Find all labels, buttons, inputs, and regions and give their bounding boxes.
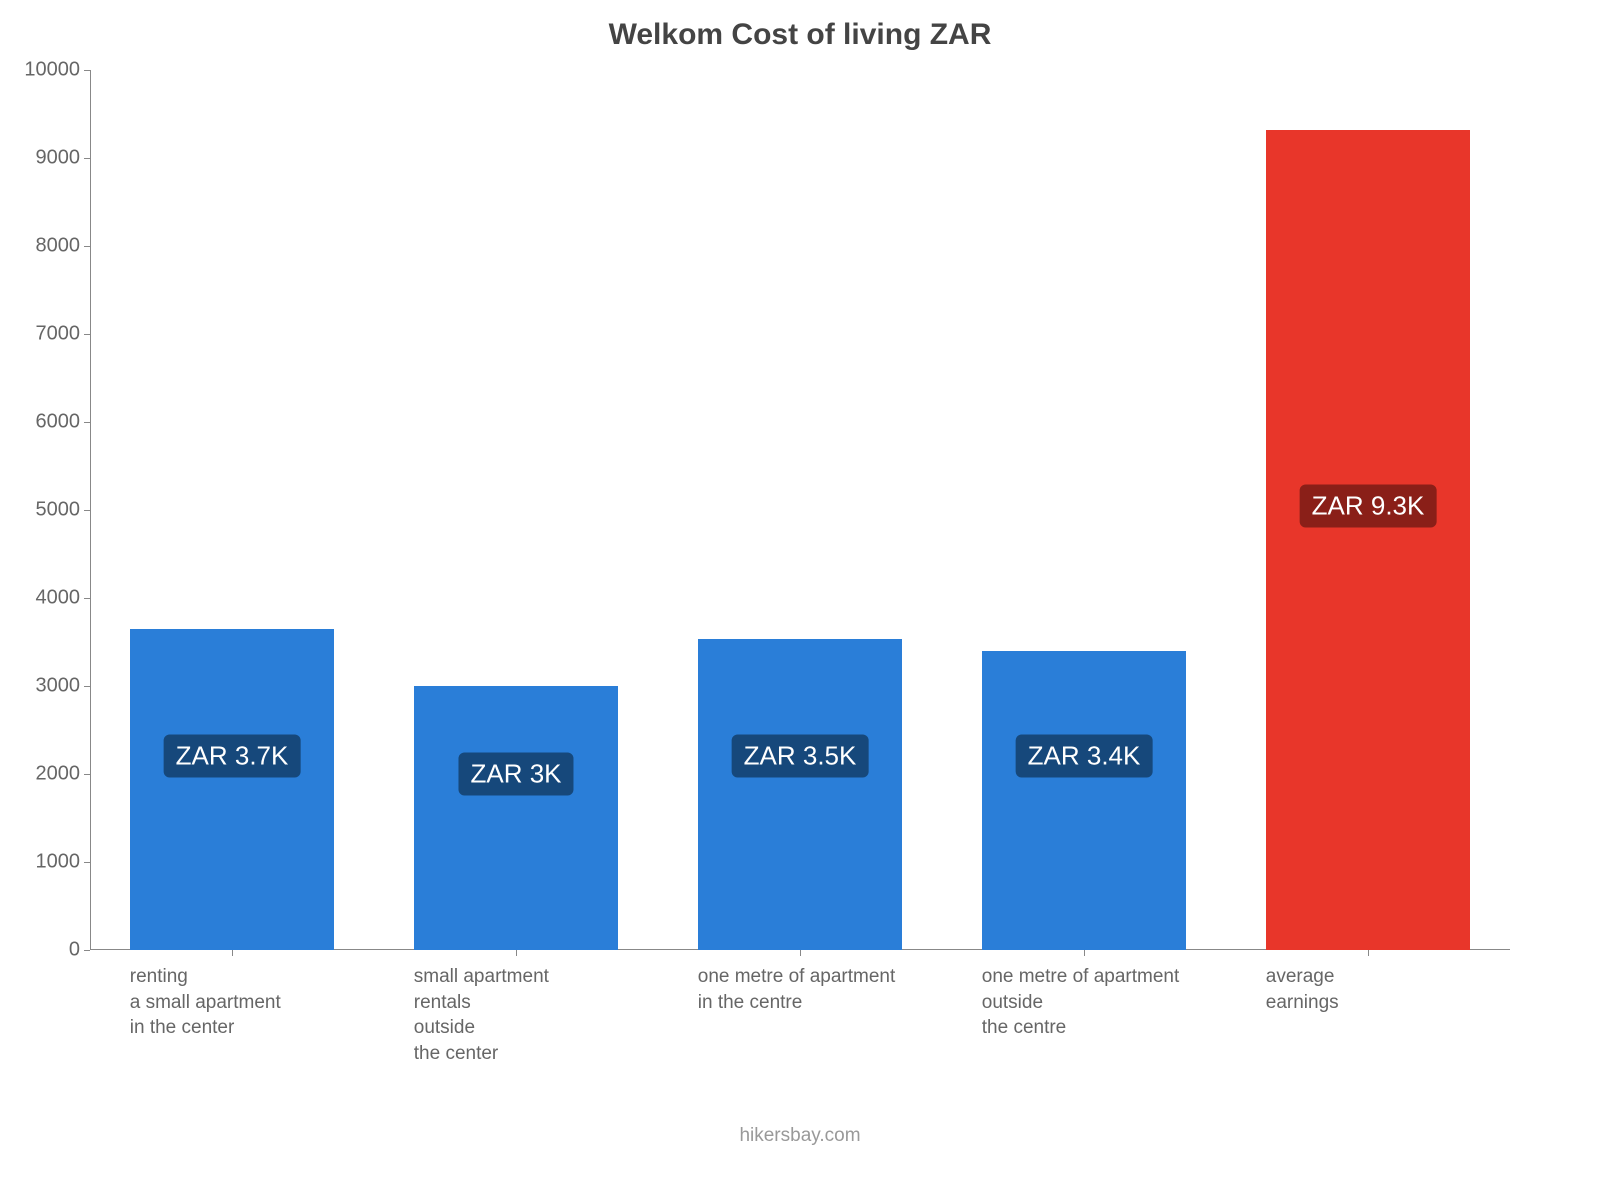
y-tick-label: 6000 — [36, 411, 91, 434]
bar-value-label: ZAR 3K — [458, 753, 573, 796]
bar — [982, 651, 1186, 950]
y-tick-label: 5000 — [36, 499, 91, 522]
y-tick-label: 7000 — [36, 323, 91, 346]
y-tick-label: 2000 — [36, 763, 91, 786]
y-axis-line — [90, 70, 91, 950]
plot-area: 0100020003000400050006000700080009000100… — [90, 70, 1510, 950]
x-tick-label: one metre of apartment outside the centr… — [982, 950, 1246, 1041]
y-tick-label: 0 — [69, 939, 90, 962]
y-tick-label: 3000 — [36, 675, 91, 698]
y-tick-label: 8000 — [36, 235, 91, 258]
y-tick-label: 9000 — [36, 147, 91, 170]
bar — [1266, 130, 1470, 950]
x-tick-label: average earnings — [1266, 950, 1530, 1015]
y-tick-label: 4000 — [36, 587, 91, 610]
bar — [414, 686, 618, 950]
x-tick-label: small apartment rentals outside the cent… — [414, 950, 678, 1067]
y-tick-label: 1000 — [36, 851, 91, 874]
chart-title: Welkom Cost of living ZAR — [0, 18, 1600, 52]
bar-value-label: ZAR 3.5K — [732, 735, 869, 778]
bar-value-label: ZAR 9.3K — [1300, 484, 1437, 527]
bar — [698, 639, 902, 950]
bar — [130, 629, 334, 950]
attribution-text: hikersbay.com — [0, 1125, 1600, 1147]
bar-value-label: ZAR 3.7K — [164, 735, 301, 778]
bar-value-label: ZAR 3.4K — [1016, 735, 1153, 778]
cost-of-living-chart: Welkom Cost of living ZAR 01000200030004… — [0, 0, 1600, 1200]
y-tick-label: 10000 — [24, 59, 90, 82]
x-tick-label: renting a small apartment in the center — [130, 950, 394, 1041]
x-tick-label: one metre of apartment in the centre — [698, 950, 962, 1015]
